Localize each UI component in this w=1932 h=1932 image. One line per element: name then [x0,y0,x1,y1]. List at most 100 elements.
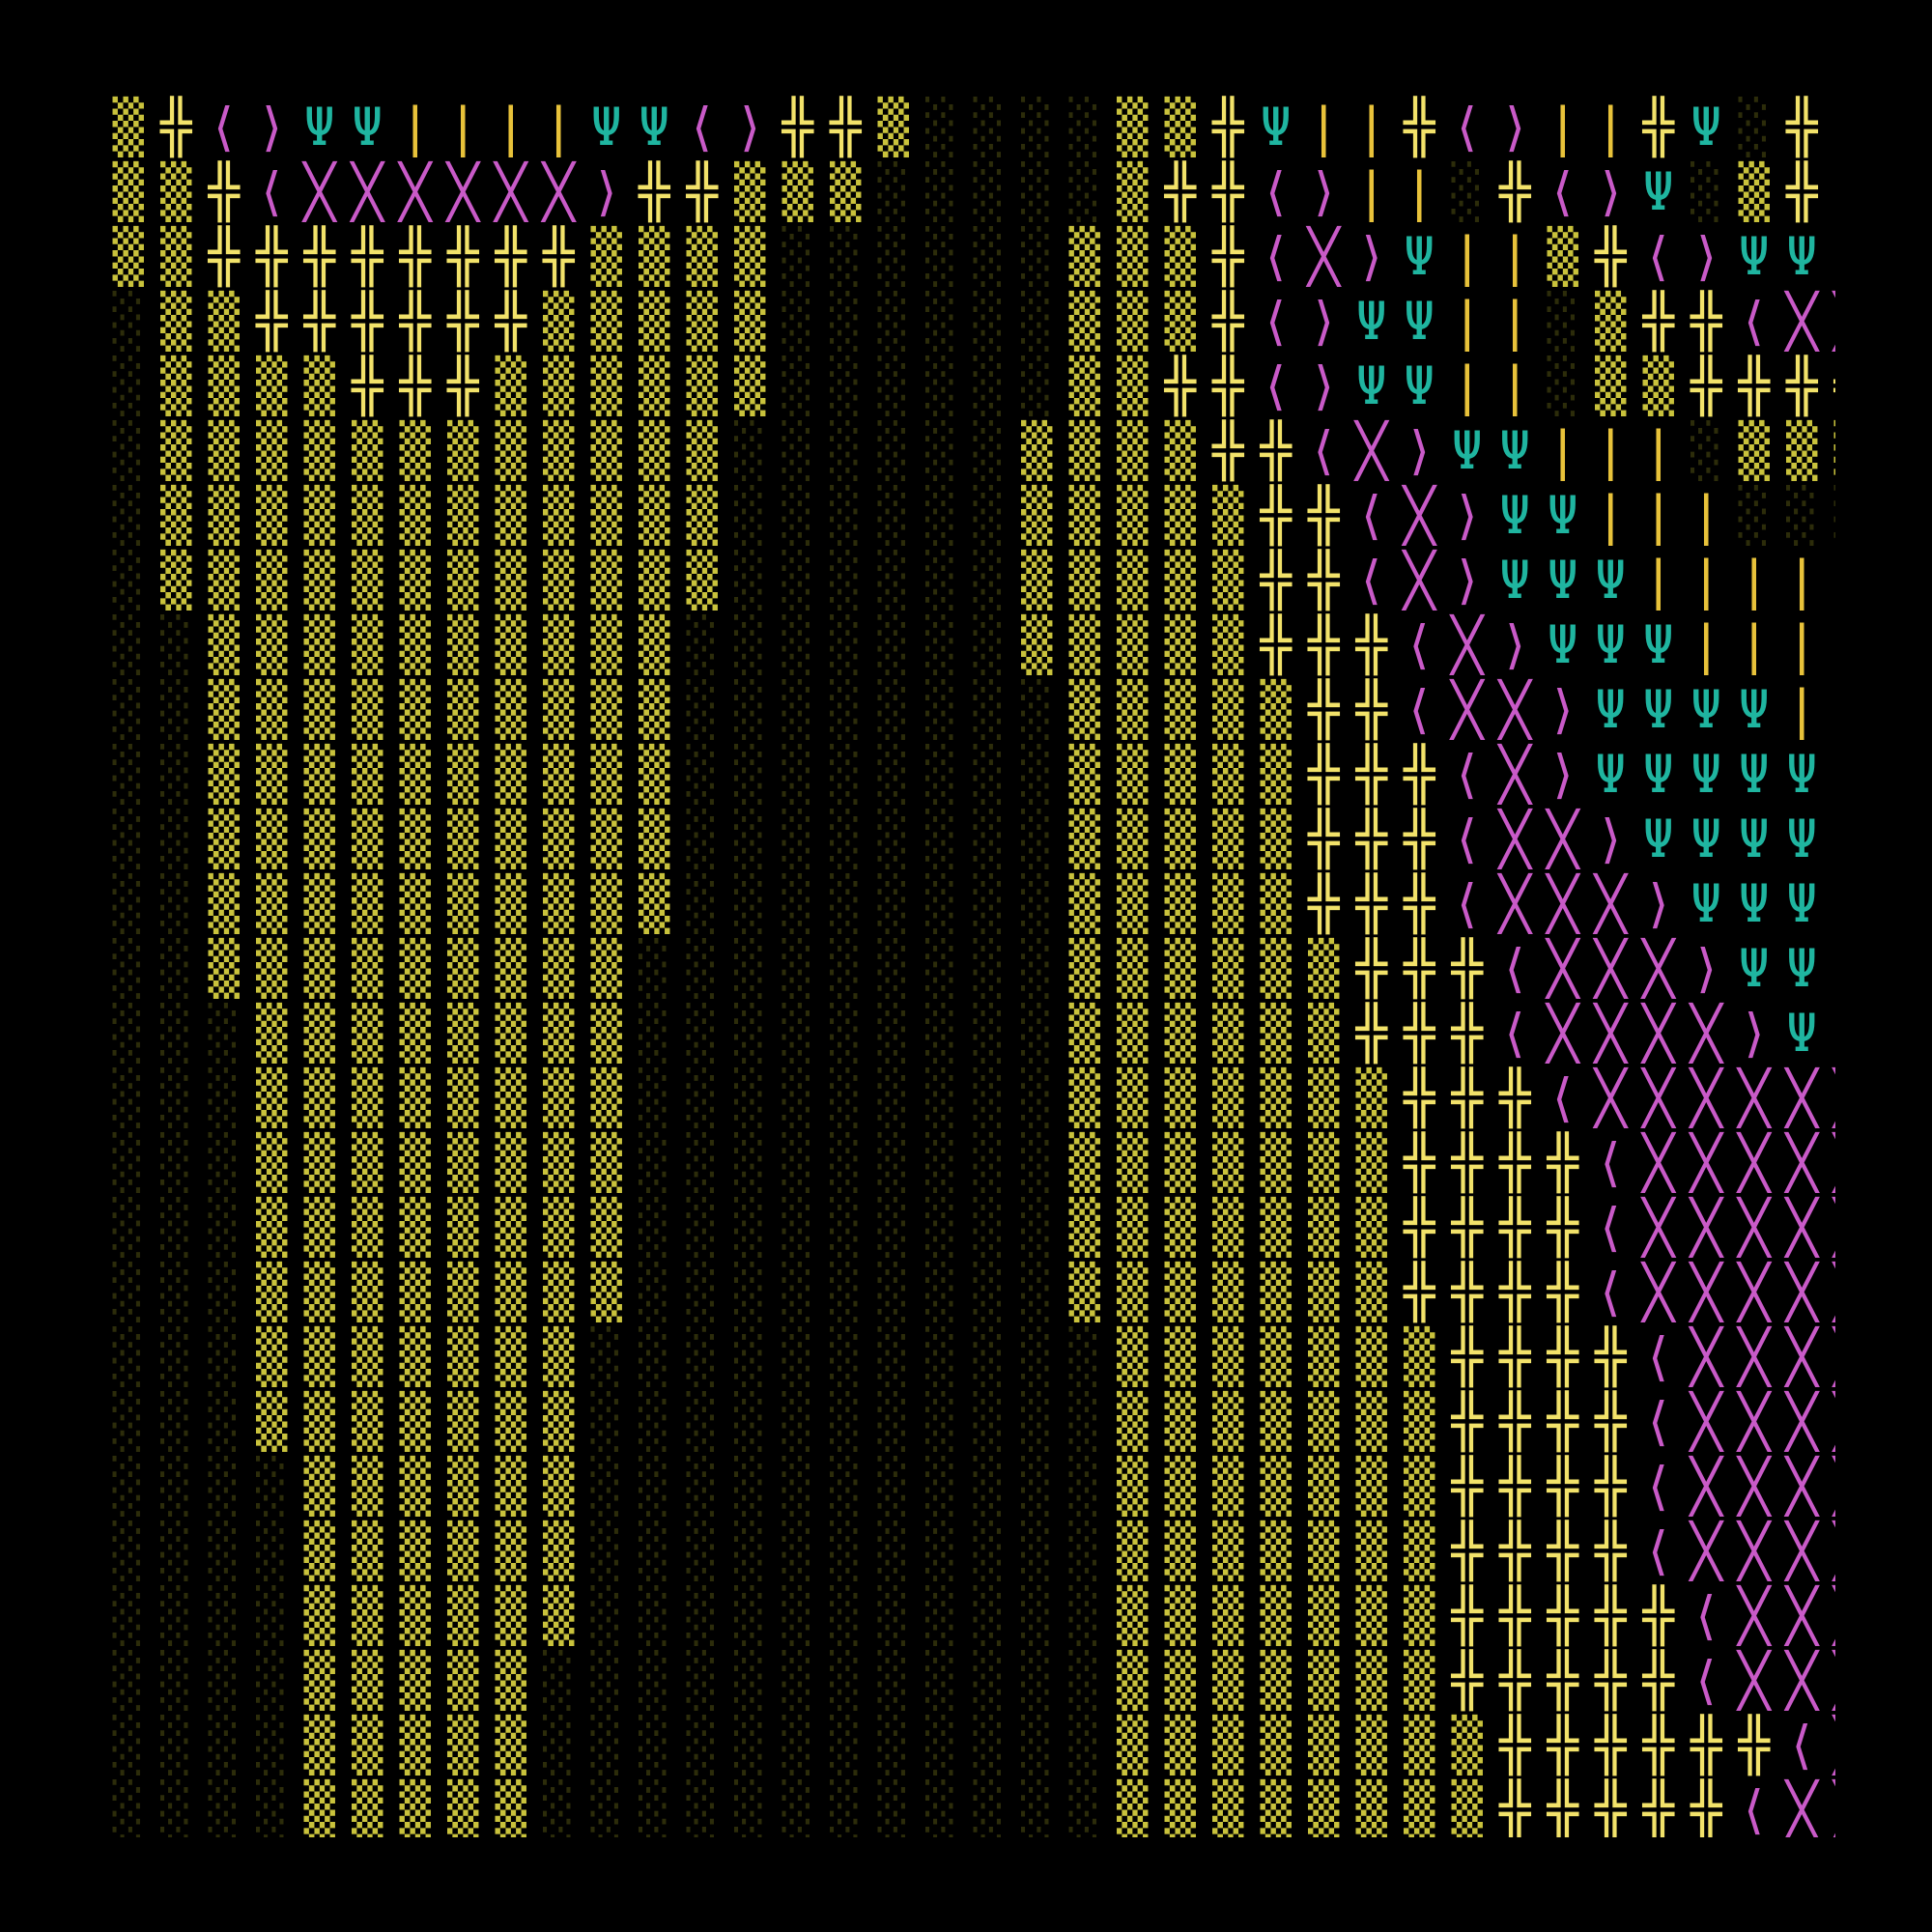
glyph-cell: ▒ [1164,550,1196,611]
glyph-cell: ╬ [781,97,813,157]
glyph-cell: ▒ [1211,1197,1244,1258]
glyph-cell: ⟩ [1547,744,1578,805]
glyph-cell: ░ [159,1520,192,1581]
glyph-cell: ▒ [495,1715,526,1776]
glyph-cell: ░ [973,1326,1005,1387]
glyph-cell: ░ [1020,1067,1053,1128]
glyph-cell: ░ [781,485,813,546]
glyph-cell: ▒ [1068,1132,1100,1193]
glyph-cell: ╳ [1826,1130,1835,1195]
glyph-cell: ▒ [1116,873,1149,934]
glyph-cell: ▒ [255,1262,288,1322]
glyph-cell: ⟨ [1355,485,1387,546]
glyph-cell: ╬ [1403,97,1435,157]
glyph-cell: ░ [638,938,670,999]
glyph-cell: | [1594,97,1627,157]
glyph-cell: ▒ [351,1262,384,1322]
glyph-cell: ▒ [399,1456,431,1517]
glyph-cell: ╬ [1594,226,1627,287]
glyph-cell: ▒ [351,1779,384,1837]
glyph-cell: | [1403,161,1435,222]
glyph-cell: ░ [829,226,862,287]
glyph-cell: ▒ [1307,1003,1340,1064]
glyph-cell: ░ [924,485,957,546]
glyph-cell: ░ [159,679,192,740]
glyph-cell: ▒ [542,485,575,546]
glyph-cell: ▒ [1594,355,1627,416]
glyph-cell: ░ [1020,355,1053,416]
glyph-cell: ▒ [638,679,670,740]
glyph-cell: ░ [1068,1520,1100,1581]
glyph-cell: Ψ [1498,420,1531,481]
glyph-cell: ▒ [255,1003,288,1064]
glyph-cell: ░ [733,485,766,546]
glyph-cell: Ψ [1826,807,1835,871]
glyph-cell: ▒ [1164,485,1196,546]
glyph-cell: ▒ [1211,1132,1244,1193]
glyph-cell: ▒ [351,809,384,869]
glyph-cell: ╬ [1594,1391,1627,1452]
glyph-cell: ▒ [638,226,670,287]
glyph-cell: ╳ [1594,1003,1627,1064]
glyph-cell: ░ [1020,1650,1053,1711]
glyph-cell: ░ [733,1197,766,1258]
glyph-cell: ▒ [1260,1132,1292,1193]
glyph-row: ░░░▒▒▒▒▒▒▒▒░░░░░░░░░▒▒▒▒▒▒▒╬╬╬╬⟨╳╳╳╳╳╳╳ [104,1130,1835,1195]
glyph-cell: ▒ [159,291,192,352]
glyph-cell: ▒ [1547,226,1578,287]
glyph-row: ▒▒╬⟨╳╳╳╳╳╳⟩╬╬▒▒▒░░░░░▒╬╬⟨⟩||░╬⟨⟩Ψ░▒╬⟨╳⟩Ψ… [104,159,1835,224]
glyph-cell: ▒ [1211,1779,1244,1837]
glyph-cell: ░ [112,550,144,611]
glyph-cell: ⟩ [1498,97,1531,157]
glyph-cell: ░ [829,291,862,352]
glyph-cell: ╳ [1826,1324,1835,1389]
glyph-cell: ░ [733,1650,766,1711]
glyph-cell: ░ [924,744,957,805]
glyph-cell: ▒ [1116,420,1149,481]
glyph-cell: ░ [638,1197,670,1258]
glyph-cell: ░ [1020,1326,1053,1387]
glyph-cell: | [1451,226,1483,287]
glyph-cell: Ψ [1594,614,1627,675]
glyph-cell: ░ [973,679,1005,740]
glyph-cell: ▒ [590,809,622,869]
glyph-cell: ▒ [159,420,192,481]
glyph-cell: ╬ [1403,744,1435,805]
glyph-cell: Ψ [351,97,384,157]
glyph-cell: ░ [877,1585,909,1646]
glyph-cell: Ψ [1403,355,1435,416]
glyph-cell: ░ [1690,161,1722,222]
glyph-cell: ╳ [446,161,479,222]
ascii-art-canvas: ▒╬⟨⟩ΨΨ||||ΨΨ⟨⟩╬╬▒░░░░▒▒╬Ψ||╬⟨⟩||╬Ψ░╬Ψ||░… [104,95,1835,1837]
glyph-cell: ╬ [1307,809,1340,869]
glyph-cell: ░ [733,809,766,869]
glyph-cell: ▒ [495,1262,526,1322]
glyph-cell: ╳ [1738,1456,1770,1517]
glyph-cell: ╳ [1642,1197,1674,1258]
glyph-cell: ▒ [1164,809,1196,869]
glyph-cell: ╬ [1738,355,1770,416]
glyph-cell: ▒ [1355,1456,1387,1517]
glyph-row: ░░░▒▒▒▒▒▒▒░░░░░░░░░░░▒▒▒▒▒▒▒╬╬╬╬⟨╳╳╳╳╳╳ [104,1324,1835,1389]
glyph-cell: ░ [1020,226,1053,287]
glyph-cell: ▒ [1164,1262,1196,1322]
glyph-cell: ░ [638,1326,670,1387]
glyph-cell: ╬ [1498,1391,1531,1452]
glyph-cell: ▒ [303,420,335,481]
glyph-cell: ░ [638,1456,670,1517]
glyph-cell: ⟩ [1594,161,1627,222]
glyph-cell: ░ [973,744,1005,805]
glyph-cell: ▒ [351,485,384,546]
glyph-cell: ▒ [495,679,526,740]
glyph-cell: ╳ [1690,1520,1722,1581]
glyph-cell: ╳ [1547,873,1578,934]
glyph-cell: ╬ [1355,809,1387,869]
glyph-cell: ░ [638,1650,670,1711]
glyph-cell: ⟨ [1690,1650,1722,1711]
glyph-cell: ░ [924,161,957,222]
glyph-cell: ╬ [1307,614,1340,675]
glyph-cell: ⟩ [1690,938,1722,999]
glyph-cell: ▒ [495,809,526,869]
glyph-row: ▒▒╬╬╬╬╬╬╬╬▒▒▒▒░░░░░░▒▒▒╬⟨╳⟩Ψ||▒╬⟨⟩ΨΨ|||░… [104,224,1835,289]
glyph-cell: ░ [686,679,718,740]
